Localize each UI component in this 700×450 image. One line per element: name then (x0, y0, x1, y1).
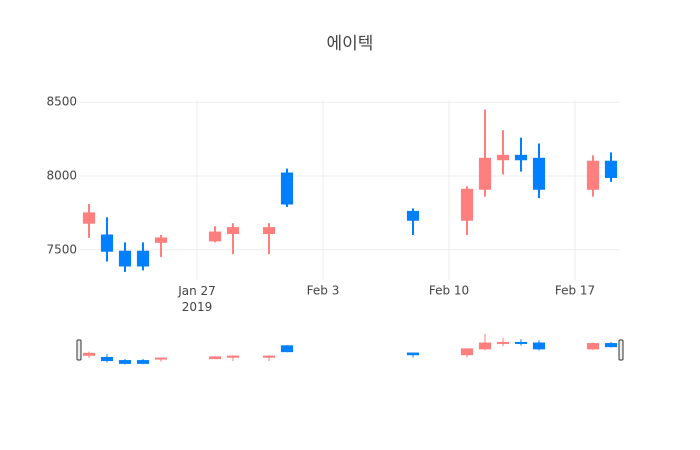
y-tick-label: 8000 (46, 168, 77, 182)
candle-body (100, 234, 114, 252)
slider-candle-body (226, 355, 240, 358)
candle-body (478, 157, 492, 190)
range-slider (80, 332, 620, 366)
slider-candle-body (406, 352, 420, 356)
candle-body (136, 250, 150, 267)
candle-body (118, 250, 132, 267)
candle-body (208, 231, 222, 242)
chart-title: 에이텍 (327, 34, 374, 54)
candle-body (604, 160, 618, 178)
range-slider-handle[interactable] (76, 339, 82, 361)
slider-candle-body (604, 343, 618, 348)
slider-candle-body (586, 343, 600, 350)
slider-candle-body (154, 357, 168, 360)
y-tick-label: 7500 (46, 242, 77, 256)
x-tick-label: Feb 3 (307, 284, 340, 298)
candle-body (82, 212, 96, 224)
x-tick-label: Feb 10 (429, 284, 469, 298)
range-slider-handle[interactable] (618, 339, 624, 361)
slider-candle-body (118, 360, 132, 364)
slider-candle-body (280, 345, 294, 353)
x-tick-label: Jan 27 2019 (177, 284, 216, 314)
candle-body (532, 157, 546, 190)
candle-body (280, 172, 294, 205)
slider-candle-body (100, 357, 114, 362)
slider-candle-body (82, 352, 96, 356)
slider-candle-body (514, 341, 528, 344)
slider-candle-body (262, 355, 276, 358)
candle-body (496, 154, 510, 161)
candle-body (226, 227, 240, 235)
slider-candle-body (478, 342, 492, 350)
candle-body (406, 210, 420, 221)
y-tick-label: 8500 (46, 95, 77, 109)
candle-body (262, 227, 276, 235)
candle-body (586, 160, 600, 190)
slider-candle-body (460, 348, 474, 356)
slider-candle-body (496, 341, 510, 344)
slider-candle-body (136, 360, 150, 364)
candle-body (460, 188, 474, 221)
slider-candle-body (208, 356, 222, 360)
candle-body (514, 154, 528, 161)
grid (80, 100, 620, 280)
candle-body (154, 237, 168, 243)
slider-candle-body (532, 342, 546, 350)
x-tick-label: Feb 17 (555, 284, 595, 298)
